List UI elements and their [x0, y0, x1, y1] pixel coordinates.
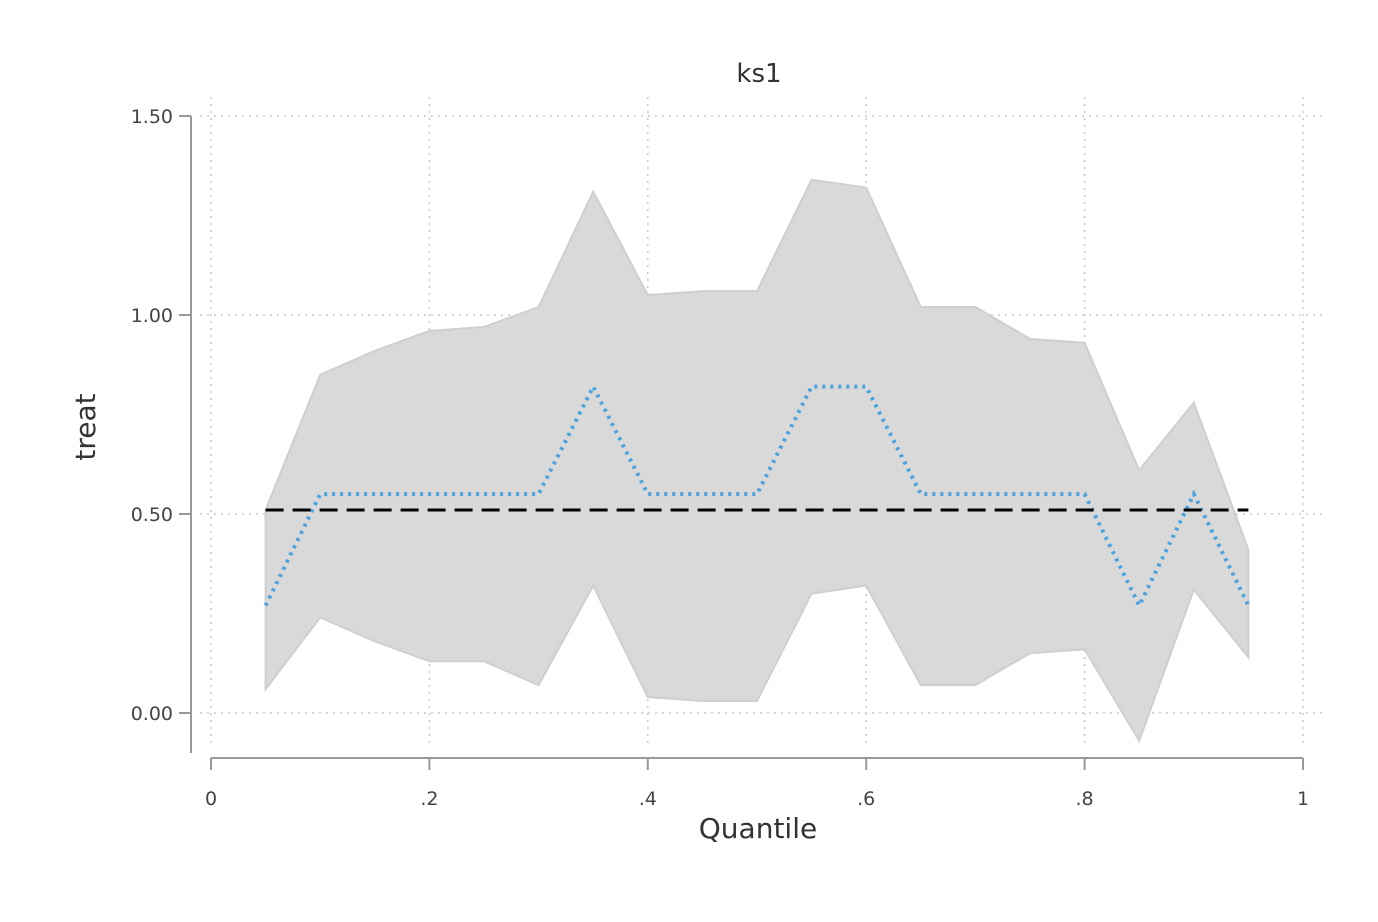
y-tick-label-3: 1.50 [131, 106, 173, 128]
y-axis-title: treat [69, 393, 102, 460]
x-axis-title: Quantile [699, 812, 817, 845]
x-tick-label-2: .4 [639, 788, 657, 810]
series-line-layer [263, 382, 1251, 611]
x-tick-label-4: .8 [1076, 788, 1094, 810]
y-tick-label-0: 0.00 [131, 703, 173, 725]
x-tick-label-3: .6 [857, 788, 875, 810]
x-tick-label-5: 1 [1297, 788, 1309, 810]
axis-layer: 0.00 0.50 1.00 1.50 0 .2 .4 .6 .8 1 [131, 106, 1309, 810]
quantile-estimate-line [263, 382, 1251, 611]
chart-title: ks1 [736, 59, 781, 89]
confidence-band [264, 178, 1250, 744]
y-tick-label-2: 1.00 [131, 305, 173, 327]
y-tick-label-1: 0.50 [131, 504, 173, 526]
confidence-band-layer [264, 178, 1250, 744]
x-tick-label-1: .2 [420, 788, 438, 810]
x-tick-label-0: 0 [205, 788, 217, 810]
